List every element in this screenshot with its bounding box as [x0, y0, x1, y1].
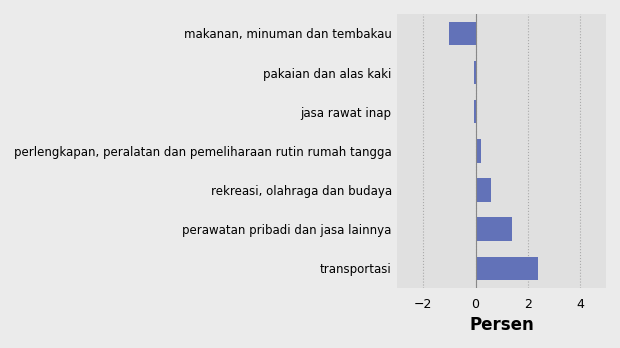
- Bar: [474, 100, 476, 124]
- Bar: [450, 22, 476, 45]
- Bar: [476, 178, 491, 202]
- Bar: [474, 61, 476, 84]
- Bar: [476, 256, 538, 280]
- Bar: [476, 218, 512, 241]
- X-axis label: Persen: Persen: [469, 316, 534, 334]
- Bar: [476, 139, 480, 163]
